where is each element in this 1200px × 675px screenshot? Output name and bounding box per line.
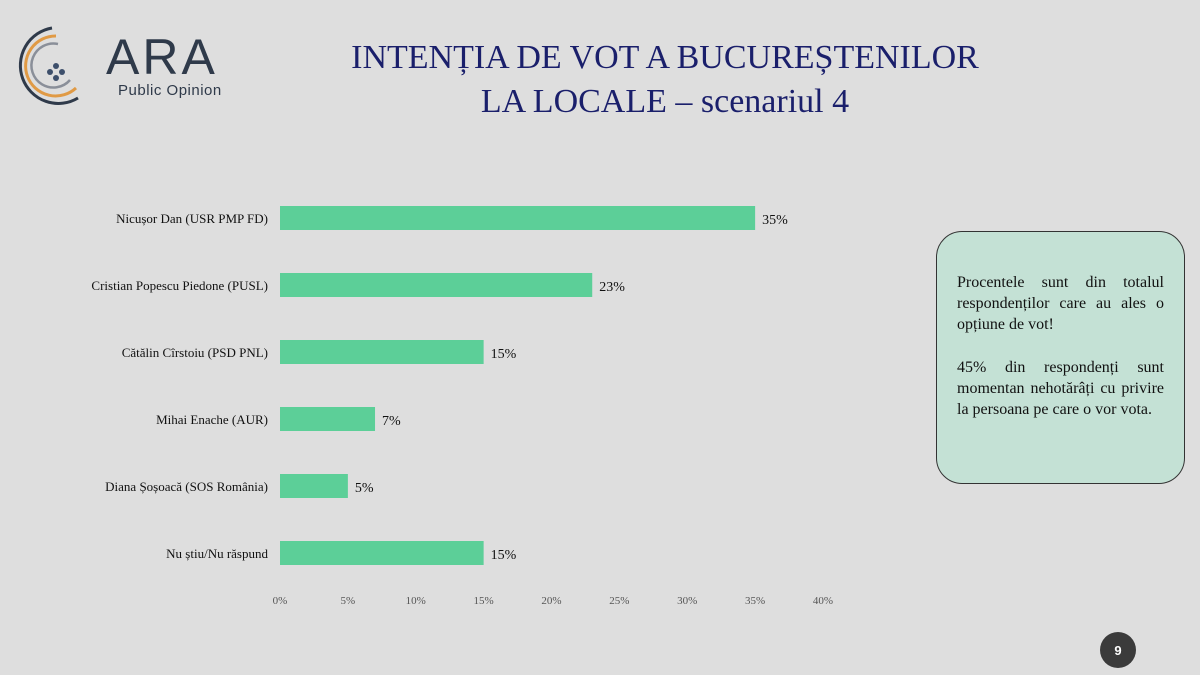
category-label: Mihai Enache (AUR) [156, 412, 268, 427]
x-tick-label: 25% [609, 595, 629, 607]
data-label: 5% [355, 481, 374, 496]
title-line-1: INTENȚIA DE VOT A BUCUREȘTENILOR [351, 39, 979, 76]
x-tick-label: 40% [813, 595, 833, 607]
category-label: Diana Șoșoacă (SOS România) [105, 479, 268, 494]
category-label: Cătălin Cîrstoiu (PSD PNL) [122, 345, 268, 360]
x-tick-label: 15% [474, 595, 494, 607]
data-label: 7% [382, 414, 401, 429]
note-paragraph-1: Procentele sunt din totalul respondențil… [957, 274, 1164, 333]
bar [280, 273, 593, 297]
x-tick-label: 10% [406, 595, 426, 607]
x-tick-label: 0% [273, 595, 288, 607]
bar [280, 474, 348, 498]
x-tick-label: 30% [677, 595, 697, 607]
logo: ARA Public Opinion [6, 18, 256, 108]
bar [280, 206, 756, 230]
category-label: Nicușor Dan (USR PMP FD) [116, 211, 268, 226]
page-number-badge: 9 [1100, 632, 1136, 668]
logo-subtitle: Public Opinion [118, 82, 222, 99]
logo-circles-icon [18, 26, 79, 105]
x-tick-label: 35% [745, 595, 765, 607]
data-label: 15% [491, 347, 517, 362]
note-box: Procentele sunt din totalul respondențil… [936, 231, 1185, 484]
bar [280, 407, 376, 431]
bar [280, 541, 484, 565]
logo-wordmark: ARA [106, 29, 218, 85]
data-label: 15% [491, 548, 517, 563]
bar-chart: Nicușor Dan (USR PMP FD) 35% Cristian Pope… [91, 206, 833, 607]
data-label: 35% [762, 213, 788, 228]
bar [280, 340, 484, 364]
x-tick-label: 20% [541, 595, 561, 607]
category-label: Nu știu/Nu răspund [166, 546, 268, 561]
page-title: INTENȚIA DE VOT A BUCUREȘTENILOR LA LOCA… [340, 36, 990, 124]
x-tick-label: 5% [341, 595, 356, 607]
category-label: Cristian Popescu Piedone (PUSL) [91, 278, 268, 293]
note-paragraph-2: 45% din respondenți sunt momentan nehotă… [957, 359, 1164, 418]
data-label: 23% [599, 280, 625, 295]
title-line-2: LA LOCALE – scenariul 4 [480, 83, 850, 120]
